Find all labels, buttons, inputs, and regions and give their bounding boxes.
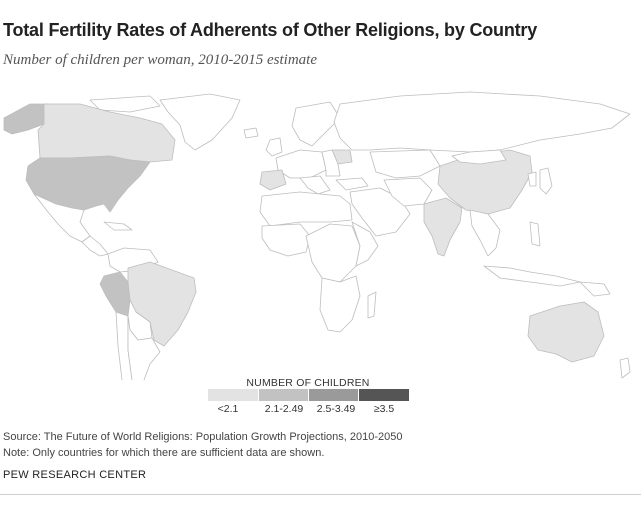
southern-africa xyxy=(319,275,361,333)
chart-subtitle: Number of children per woman, 2010-2015 … xyxy=(3,52,317,68)
chart-title: Total Fertility Rates of Adherents of Ot… xyxy=(3,20,538,40)
organization-label: PEW RESEARCH CENTER xyxy=(3,469,147,481)
italy-balkans xyxy=(299,175,331,195)
east-africa xyxy=(351,221,379,267)
iceland xyxy=(243,127,259,139)
arctic-islands xyxy=(89,95,161,113)
uk-ireland xyxy=(265,137,283,157)
eastern-europe xyxy=(321,149,341,177)
central-africa xyxy=(305,223,361,283)
legend-swatch-over-3-5 xyxy=(359,389,409,401)
russia xyxy=(333,91,631,153)
legend-swatch-under-2-1 xyxy=(208,389,258,401)
legend-label-over-3-5: ≥3.5 xyxy=(373,403,395,415)
source-text: Source: The Future of World Religions: P… xyxy=(3,431,403,443)
peru xyxy=(99,271,131,317)
central-asia xyxy=(369,149,441,179)
southeast-asia xyxy=(469,209,501,257)
canada xyxy=(37,103,176,163)
philippines xyxy=(529,221,541,247)
united-states xyxy=(25,155,151,213)
australia xyxy=(527,301,605,363)
greenland xyxy=(159,93,241,151)
note-text: Note: Only countries for which there are… xyxy=(3,447,325,459)
turkey xyxy=(335,177,369,191)
middle-east xyxy=(349,187,411,237)
world-map xyxy=(3,91,631,380)
scandinavia xyxy=(291,101,341,147)
spain xyxy=(259,169,287,191)
north-africa xyxy=(259,191,353,227)
china xyxy=(437,149,533,215)
madagascar xyxy=(367,291,377,319)
legend-title: NUMBER OF CHILDREN xyxy=(246,377,370,389)
central-america xyxy=(81,235,109,257)
india xyxy=(423,197,463,257)
argentina xyxy=(127,315,161,380)
legend-label-2-1-to-2-49: 2.1-2.49 xyxy=(264,403,304,415)
mongolia xyxy=(451,149,507,165)
footer-divider xyxy=(0,494,641,495)
legend-swatch-2-5-to-3-49 xyxy=(309,389,358,401)
legend-swatch-2-1-to-2-49 xyxy=(259,389,308,401)
korea-japan xyxy=(527,167,553,195)
legend-label-2-5-to-3-49: 2.5-3.49 xyxy=(316,403,356,415)
indonesia xyxy=(483,265,581,287)
west-africa xyxy=(261,223,311,257)
papua xyxy=(579,281,611,297)
legend-label-under-2-1: <2.1 xyxy=(217,403,239,415)
caribbean xyxy=(103,221,133,231)
new-zealand xyxy=(619,357,631,379)
alaska xyxy=(3,103,49,135)
